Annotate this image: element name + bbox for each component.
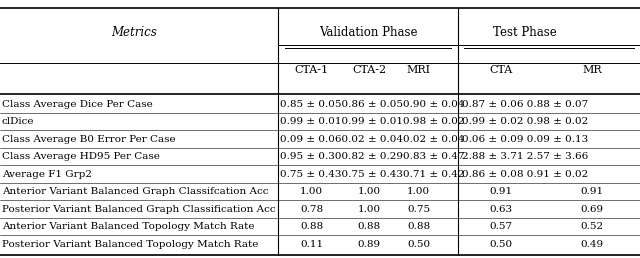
Text: 0.78: 0.78 (300, 205, 323, 214)
Text: Metrics: Metrics (111, 26, 157, 39)
Text: 0.99 ± 0.010.99 ± 0.010.98 ± 0.02: 0.99 ± 0.010.99 ± 0.010.98 ± 0.02 (280, 117, 464, 126)
Text: 0.87 ± 0.06 0.88 ± 0.07: 0.87 ± 0.06 0.88 ± 0.07 (461, 100, 588, 109)
Text: 0.88: 0.88 (300, 222, 323, 231)
Text: Class Average B0 Error Per Case: Class Average B0 Error Per Case (2, 135, 175, 144)
Text: 0.52: 0.52 (580, 222, 604, 231)
Text: 0.91: 0.91 (490, 187, 513, 196)
Text: Anterior Variant Balanced Graph Classifcation Acc: Anterior Variant Balanced Graph Classifc… (2, 187, 268, 196)
Text: Test Phase: Test Phase (493, 26, 557, 39)
Text: Class Average Dice Per Case: Class Average Dice Per Case (2, 100, 153, 109)
Text: 1.00: 1.00 (300, 187, 323, 196)
Text: 0.11: 0.11 (300, 240, 323, 249)
Text: 0.50: 0.50 (490, 240, 513, 249)
Text: CTA: CTA (490, 65, 513, 75)
Text: 0.75: 0.75 (407, 205, 430, 214)
Text: 0.88: 0.88 (407, 222, 430, 231)
Text: MR: MR (582, 65, 602, 75)
Text: CTA-2: CTA-2 (352, 65, 387, 75)
Text: Posterior Variant Balanced Graph Classification Acc: Posterior Variant Balanced Graph Classif… (2, 205, 276, 214)
Text: 0.49: 0.49 (580, 240, 604, 249)
Text: MRI: MRI (406, 65, 431, 75)
Text: clDice: clDice (2, 117, 35, 126)
Text: 0.99 ± 0.02 0.98 ± 0.02: 0.99 ± 0.02 0.98 ± 0.02 (461, 117, 588, 126)
Text: 0.95 ± 0.300.82 ± 0.290.83 ± 0.47: 0.95 ± 0.300.82 ± 0.290.83 ± 0.47 (280, 152, 464, 161)
Text: 1.00: 1.00 (358, 205, 381, 214)
Text: 0.63: 0.63 (490, 205, 513, 214)
Text: 0.86 ± 0.08 0.91 ± 0.02: 0.86 ± 0.08 0.91 ± 0.02 (461, 170, 588, 179)
Text: Average F1 Grp2: Average F1 Grp2 (2, 170, 92, 179)
Text: Validation Phase: Validation Phase (319, 26, 417, 39)
Text: 1.00: 1.00 (407, 187, 430, 196)
Text: 0.89: 0.89 (358, 240, 381, 249)
Text: 2.88 ± 3.71 2.57 ± 3.66: 2.88 ± 3.71 2.57 ± 3.66 (461, 152, 588, 161)
Text: Class Average HD95 Per Case: Class Average HD95 Per Case (2, 152, 160, 161)
Text: Posterior Variant Balanced Topology Match Rate: Posterior Variant Balanced Topology Matc… (2, 240, 259, 249)
Text: 0.57: 0.57 (490, 222, 513, 231)
Text: 0.85 ± 0.050.86 ± 0.050.90 ± 0.04: 0.85 ± 0.050.86 ± 0.050.90 ± 0.04 (280, 100, 464, 109)
Text: 0.69: 0.69 (580, 205, 604, 214)
Text: 0.88: 0.88 (358, 222, 381, 231)
Text: 0.09 ± 0.060.02 ± 0.040.02 ± 0.04: 0.09 ± 0.060.02 ± 0.040.02 ± 0.04 (280, 135, 464, 144)
Text: 1.00: 1.00 (358, 187, 381, 196)
Text: 0.06 ± 0.09 0.09 ± 0.13: 0.06 ± 0.09 0.09 ± 0.13 (461, 135, 588, 144)
Text: 0.50: 0.50 (407, 240, 430, 249)
Text: Anterior Variant Balanced Topology Match Rate: Anterior Variant Balanced Topology Match… (2, 222, 255, 231)
Text: CTA-1: CTA-1 (294, 65, 329, 75)
Text: 0.75 ± 0.430.75 ± 0.430.71 ± 0.42: 0.75 ± 0.430.75 ± 0.430.71 ± 0.42 (280, 170, 464, 179)
Text: 0.91: 0.91 (580, 187, 604, 196)
